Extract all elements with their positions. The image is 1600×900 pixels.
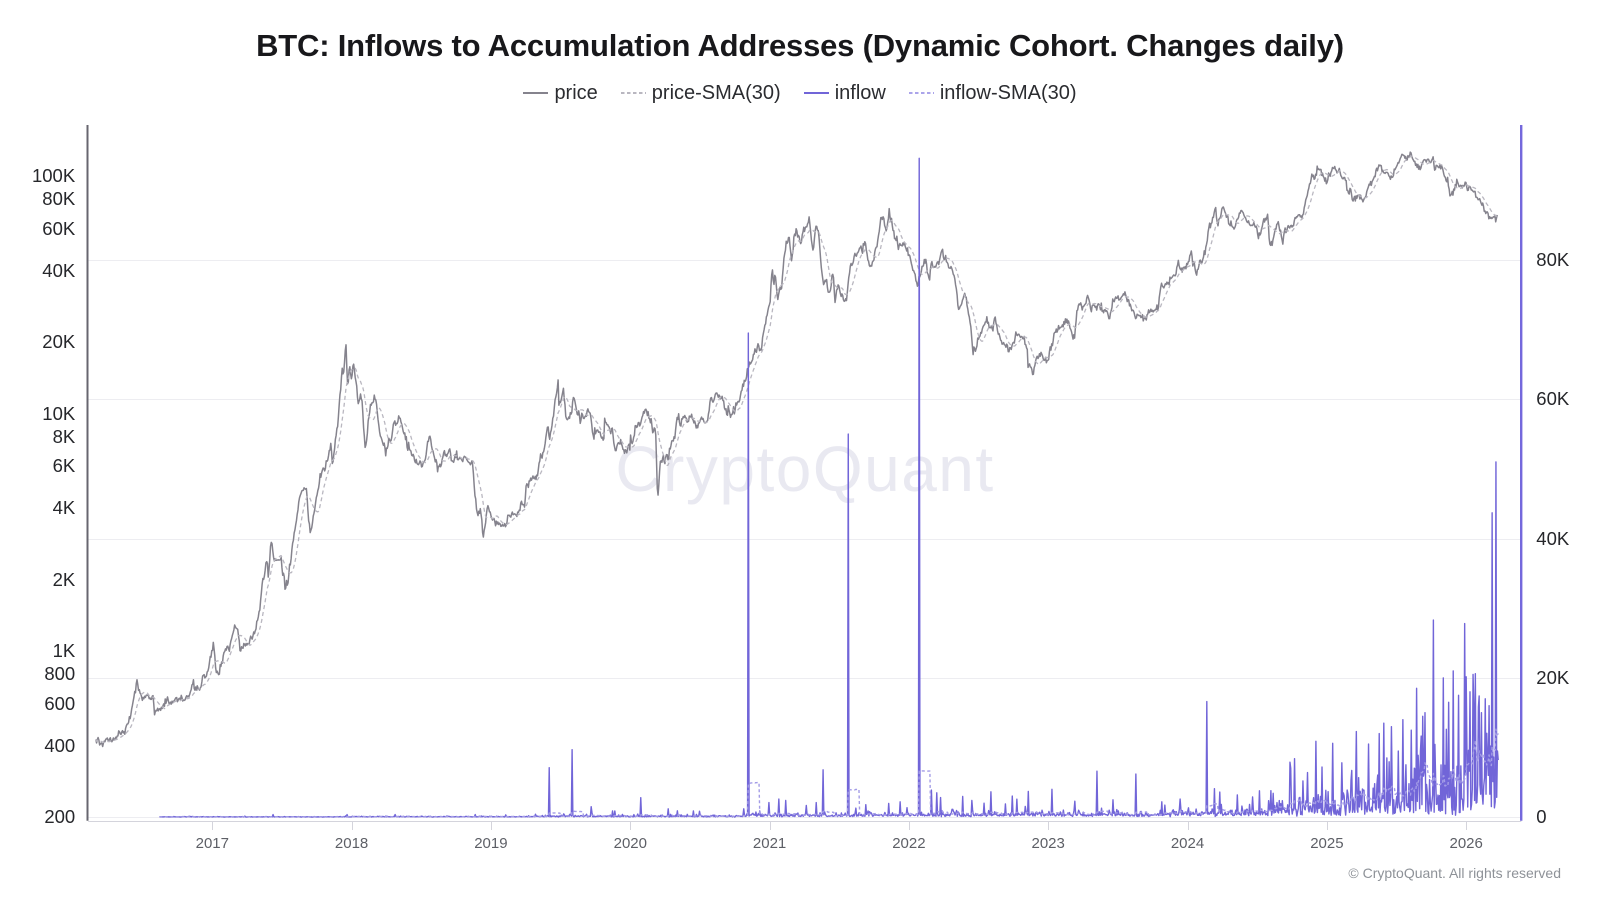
x-axis-tick-label: 2021 <box>752 835 787 852</box>
footer-credit: © CryptoQuant. All rights reserved <box>1348 865 1561 881</box>
left-axis-tick-label: 2K <box>52 568 76 590</box>
right-axis-tick-label: 0 <box>1536 806 1547 828</box>
left-axis-tick-label: 800 <box>44 663 76 685</box>
left-axis-tick-label: 8K <box>52 425 76 447</box>
right-axis-tick-label: 20K <box>1536 666 1570 688</box>
right-axis-tick-label: 40K <box>1536 527 1570 549</box>
right-axis-tick-label: 80K <box>1536 249 1570 270</box>
x-axis-tick-label: 2022 <box>892 835 926 852</box>
left-axis-tick-label: 4K <box>52 497 76 519</box>
left-axis-tick-label: 80K <box>42 188 76 210</box>
left-axis-tick-label: 6K <box>52 455 76 477</box>
left-axis-tick-label: 100K <box>31 165 76 187</box>
x-axis-tick-label: 2024 <box>1170 835 1205 852</box>
x-axis-tick-label: 2025 <box>1310 835 1344 852</box>
left-axis-tick-label: 200 <box>44 806 76 828</box>
left-axis-tick-label: 600 <box>44 692 76 714</box>
left-axis-tick-label: 40K <box>42 259 76 281</box>
x-axis-tick-label: 2017 <box>195 835 229 852</box>
x-axis-tick-label: 2026 <box>1449 835 1483 852</box>
left-axis-tick-label: 60K <box>42 218 76 239</box>
x-axis-tick-label: 2023 <box>1031 835 1065 852</box>
left-axis-tick-label: 400 <box>44 734 76 756</box>
x-axis-tick-label: 2018 <box>334 835 369 852</box>
x-axis-tick-label: 2020 <box>613 835 647 852</box>
x-axis-tick-label: 2019 <box>474 835 508 852</box>
left-axis-tick-label: 10K <box>42 402 76 424</box>
left-axis-tick-label: 1K <box>52 640 76 662</box>
right-axis-tick-label: 60K <box>1536 388 1570 410</box>
left-axis-tick-label: 20K <box>42 331 76 353</box>
